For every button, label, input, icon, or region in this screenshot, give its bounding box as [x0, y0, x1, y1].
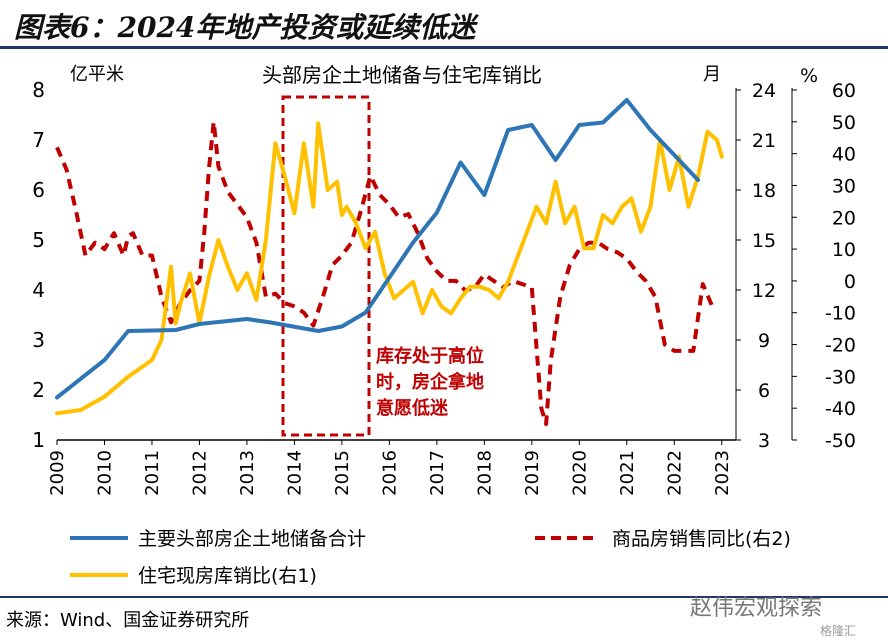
right2-axis-label: % [800, 65, 818, 87]
source-note: 来源：Wind、国金证券研究所 [6, 610, 250, 631]
right2-tick-label: -50 [825, 430, 856, 452]
chart-title: 头部房企土地储备与住宅库销比 [262, 63, 542, 87]
x-tick-label: 2014 [284, 450, 305, 496]
right1-axis-label: 月 [703, 64, 721, 85]
watermark-small: 格隆汇 [820, 624, 857, 638]
x-tick-label: 2020 [569, 450, 590, 496]
highlight-box [281, 95, 371, 437]
annotation-text: 时，房企拿地 [376, 371, 484, 393]
right1-tick-label: 18 [752, 180, 776, 202]
right2-tick-label: -30 [825, 366, 856, 388]
figure-title: 图表6：2024年地产投资或延续低迷 [14, 11, 476, 44]
right2-tick-label: 10 [832, 239, 856, 261]
left-tick-label: 8 [32, 78, 45, 102]
legend-label: 商品房销售同比(右2) [612, 528, 791, 550]
x-tick-label: 2023 [712, 450, 733, 496]
x-tick-label: 2021 [617, 450, 638, 496]
left-tick-label: 3 [32, 328, 45, 352]
x-tick-label: 2009 [47, 450, 68, 496]
left-tick-label: 4 [32, 278, 45, 302]
right2-tick-label: 40 [832, 144, 856, 166]
right2-tick-label: 30 [832, 175, 856, 197]
annotation-text: 库存处于高位 [376, 345, 484, 367]
right1-tick-label: 12 [752, 280, 776, 302]
left-tick-label: 7 [32, 128, 45, 152]
right1-tick-label: 3 [758, 430, 770, 452]
right2-tick-label: 50 [832, 112, 856, 134]
legend-label: 住宅现房库销比(右1) [138, 565, 317, 587]
right2-tick-label: 60 [832, 80, 856, 102]
right2-tick-label: -10 [825, 303, 856, 325]
x-tick-label: 2012 [189, 450, 210, 496]
x-tick-label: 2011 [142, 450, 163, 496]
x-tick-label: 2016 [379, 450, 400, 496]
series-line-1 [55, 119, 715, 427]
x-tick-label: 2022 [664, 450, 685, 496]
x-tick-label: 2013 [237, 450, 258, 496]
left-tick-label: 5 [32, 228, 45, 252]
series-line-0 [55, 98, 700, 400]
right1-tick-label: 21 [752, 130, 776, 152]
right1-tick-label: 6 [758, 380, 770, 402]
x-tick-label: 2010 [94, 450, 115, 496]
left-tick-label: 2 [32, 378, 45, 402]
bottom-rule [0, 596, 888, 598]
right2-tick-label: -20 [825, 335, 856, 357]
x-tick-label: 2018 [474, 450, 495, 496]
right1-tick-label: 24 [752, 80, 776, 102]
right2-tick-label: 0 [844, 271, 856, 293]
watermark: 赵伟宏观探索 [690, 596, 823, 621]
right1-tick-label: 15 [752, 230, 776, 252]
x-tick-label: 2017 [427, 450, 448, 496]
series-line-2 [55, 121, 724, 416]
left-tick-label: 6 [32, 178, 45, 202]
annotation-text: 意愿低迷 [376, 397, 449, 419]
x-tick-label: 2019 [522, 450, 543, 496]
right1-tick-label: 9 [758, 330, 770, 352]
left-axis-label: 亿平米 [70, 64, 124, 85]
left-tick-label: 1 [32, 428, 45, 452]
legend-label: 主要头部房企土地储备合计 [138, 528, 366, 550]
x-tick-label: 2015 [332, 450, 353, 496]
top-rule [0, 46, 888, 49]
right2-tick-label: 20 [832, 207, 856, 229]
right2-tick-label: -40 [825, 398, 856, 420]
chart: 12345678亿平米3691215182124月-50-40-30-20-10… [32, 63, 856, 587]
